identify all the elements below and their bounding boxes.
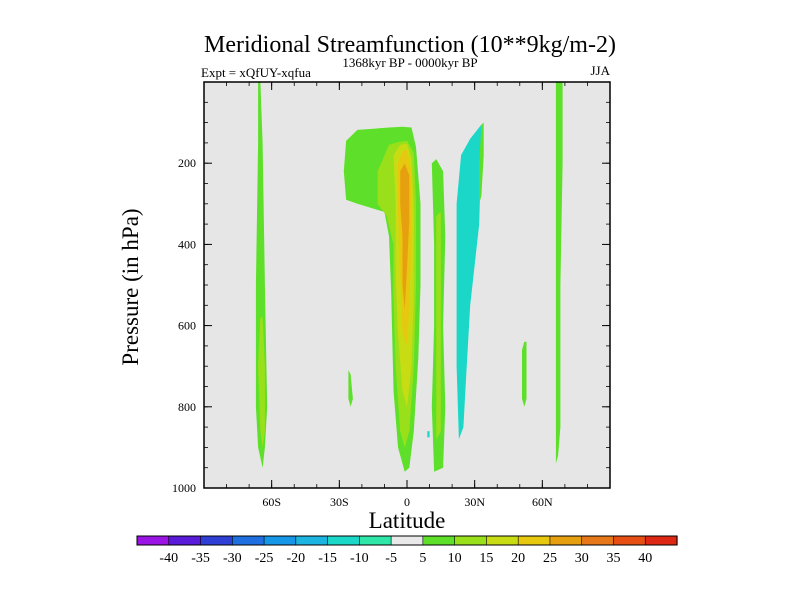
contour-regions (255, 82, 563, 472)
colorbar-swatch (422, 535, 456, 546)
period-label: 1368kyr BP - 0000kyr BP (342, 55, 477, 70)
colorbar-level-label: -10 (350, 551, 369, 566)
contour-region-green-sliver-35n (479, 122, 484, 204)
colorbar-level-label: 30 (575, 551, 589, 566)
colorbar-swatch (136, 535, 170, 546)
colorbar-level-label: -30 (223, 551, 242, 566)
contour-region-orange-core (400, 163, 410, 310)
x-tick-label: 60N (532, 495, 553, 509)
colorbar: -40 -35 -30 -25 -20 -15 -10 -5 5 10 15 20 25 30 35 40 (136, 535, 678, 566)
colorbar-level-label: 5 (419, 551, 426, 566)
x-tick-label: 30S (330, 495, 349, 509)
x-tick-label: 0 (404, 495, 410, 509)
x-axis-label: Latitude (369, 508, 446, 533)
minor-ticks (203, 82, 611, 488)
contour-region-green-column-60n (555, 82, 563, 464)
colorbar-level-label: -35 (191, 551, 210, 566)
colorbar-level-label: 20 (511, 551, 525, 566)
contour-region-small-blob-50n (522, 341, 527, 407)
colorbar-swatch (454, 535, 488, 546)
colorbar-swatch (390, 535, 424, 546)
y-tick-label: 1000 (172, 481, 196, 495)
y-tick-label: 200 (178, 156, 196, 170)
colorbar-swatch (517, 535, 551, 546)
colorbar-level-label: -40 (159, 551, 178, 566)
season-label: JJA (590, 63, 610, 78)
x-tick-label: 30N (464, 495, 485, 509)
contour-region-yellowgreen-column-15n (436, 211, 441, 440)
colorbar-swatch (168, 535, 202, 546)
y-axis-ticks: 200 400 600 800 1000 (172, 156, 610, 495)
colorbar-swatch (231, 535, 265, 546)
colorbar-level-label: -20 (286, 551, 305, 566)
y-axis-label: Pressure (in hPa) (118, 208, 143, 365)
contour-region-small-blob-30s (348, 370, 353, 407)
colorbar-swatch (295, 535, 329, 546)
y-tick-label: 800 (178, 400, 196, 414)
colorbar-swatch (613, 535, 646, 546)
colorbar-level-label: 15 (479, 551, 493, 566)
colorbar-swatch (263, 535, 297, 546)
colorbar-swatch (200, 535, 233, 546)
colorbar-swatch (327, 535, 360, 546)
y-tick-label: 400 (178, 237, 196, 251)
colorbar-swatch (644, 535, 678, 546)
colorbar-level-label: -5 (385, 551, 397, 566)
contour-region-small-mark-10n (427, 431, 430, 438)
colorbar-swatch (486, 535, 519, 546)
colorbar-level-label: 25 (543, 551, 557, 566)
experiment-label: Expt = xQfUY-xqfua (201, 65, 311, 80)
contour-region-yellowgreen-core-60s (258, 317, 265, 448)
colorbar-swatch (581, 535, 615, 546)
colorbar-swatch (359, 535, 392, 546)
x-tick-label: 60S (262, 495, 281, 509)
y-tick-label: 600 (178, 319, 196, 333)
colorbar-level-label: 10 (448, 551, 462, 566)
colorbar-frame (136, 535, 678, 546)
colorbar-swatch (549, 535, 583, 546)
colorbar-level-label: -15 (318, 551, 337, 566)
colorbar-level-label: 40 (638, 551, 652, 566)
chart-title: Meridional Streamfunction (10**9kg/m-2) (204, 32, 616, 58)
contour-region-cyan-plume-25n (456, 124, 482, 440)
colorbar-level-label: -25 (255, 551, 274, 566)
colorbar-level-label: 35 (606, 551, 620, 566)
